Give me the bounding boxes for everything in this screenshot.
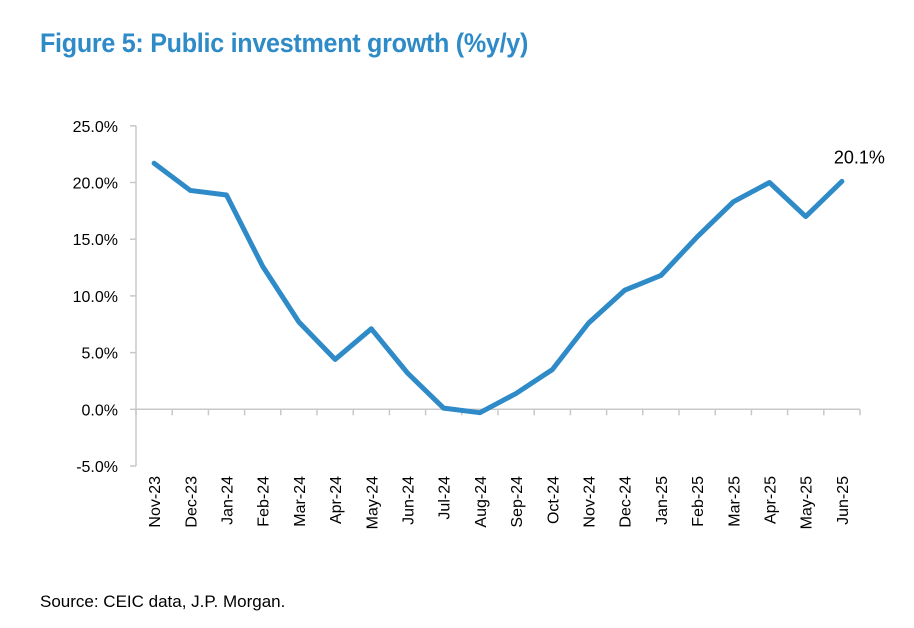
x-tick-label: Jan-24	[220, 476, 237, 525]
x-tick-label: Jun-24	[401, 476, 418, 525]
y-tick-label: 20.0%	[73, 176, 118, 193]
y-tick-label: 0.0%	[82, 402, 118, 419]
x-tick-label: Oct-24	[545, 476, 562, 524]
y-tick-label: 15.0%	[73, 232, 118, 249]
x-tick-label: Apr-24	[328, 476, 345, 524]
x-tick-label: Dec-24	[618, 476, 635, 528]
x-tick-label: May-24	[364, 476, 381, 529]
x-tick-label: Feb-25	[690, 476, 707, 527]
x-tick-label: Jul-24	[437, 476, 454, 520]
x-tick-label: Jan-25	[654, 476, 671, 525]
x-tick-label: Dec-23	[183, 476, 200, 528]
x-tick-label: Jun-25	[835, 476, 852, 525]
x-tick-label: Nov-23	[147, 476, 164, 528]
y-tick-label: 5.0%	[82, 346, 118, 363]
x-tick-label: Aug-24	[473, 476, 490, 528]
series-line	[151, 160, 845, 416]
x-tick-label: Sep-24	[509, 476, 526, 528]
x-tick-label: Feb-24	[256, 476, 273, 527]
x-tick-label: Mar-25	[726, 476, 743, 527]
y-tick-label: 25.0%	[73, 119, 118, 136]
source-note: Source: CEIC data, J.P. Morgan.	[40, 592, 286, 611]
chart-title: Figure 5: Public investment growth (%y/y…	[40, 28, 529, 58]
x-tick-label: Nov-24	[582, 476, 599, 528]
x-tick-label: Apr-25	[763, 476, 780, 524]
y-tick-label: 10.0%	[73, 289, 118, 306]
x-tick-label: May-25	[799, 476, 816, 529]
x-tick-label: Mar-24	[292, 476, 309, 527]
data-label: 20.1%	[834, 147, 885, 167]
y-tick-label: -5.0%	[76, 459, 118, 476]
